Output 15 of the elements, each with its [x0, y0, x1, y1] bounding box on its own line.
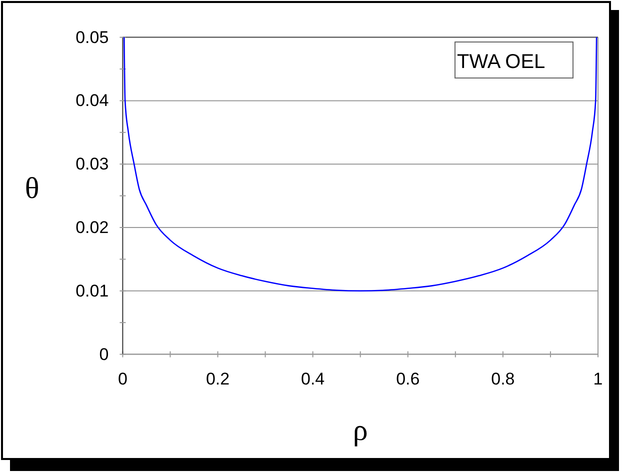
y-tick-label: 0.01	[76, 281, 109, 300]
y-tick-label: 0.02	[76, 218, 109, 237]
y-axis-title: θ	[24, 172, 40, 205]
y-tick-label: 0	[99, 344, 109, 364]
x-tick-label: 0.2	[206, 369, 230, 388]
y-tick-label: 0.05	[76, 28, 109, 47]
x-tick-label: 0.4	[301, 369, 325, 388]
x-tick-label: 1	[593, 369, 603, 388]
x-tick-label: 0	[118, 369, 128, 388]
x-tick-label: 0.8	[491, 369, 515, 388]
y-tick-label: 0.03	[76, 154, 109, 174]
annotation: TWA OEL	[457, 51, 546, 73]
x-axis-title: ρ	[352, 414, 368, 447]
x-tick-label: 0.6	[396, 369, 420, 388]
y-tick-label: 0.04	[76, 91, 109, 110]
